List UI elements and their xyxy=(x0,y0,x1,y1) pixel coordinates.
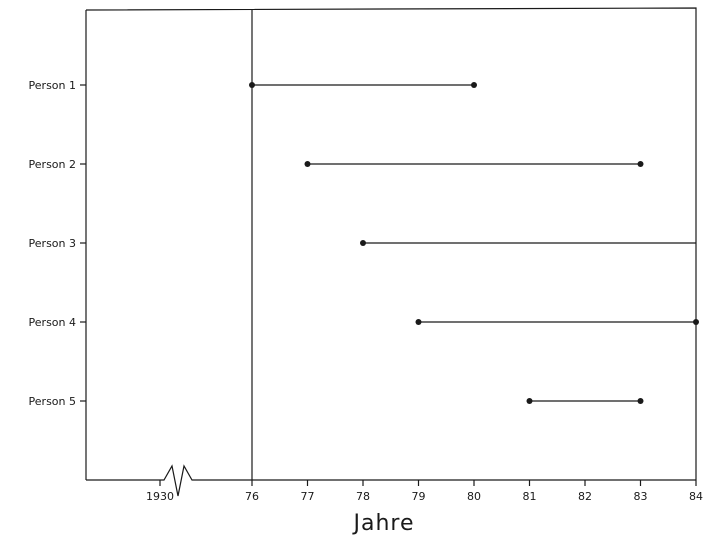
x-tick-label: 76 xyxy=(245,490,259,503)
y-tick-label: Person 2 xyxy=(29,158,76,171)
x-tick-label: 84 xyxy=(689,490,703,503)
x-tick-label: 1930 xyxy=(146,490,174,503)
interval-start-marker xyxy=(360,240,366,246)
x-tick-label: 77 xyxy=(301,490,315,503)
x-axis-label: Jahre xyxy=(351,511,414,536)
y-tick-label: Person 1 xyxy=(29,79,76,92)
interval-start-marker xyxy=(415,319,422,325)
interval-start-marker xyxy=(249,82,255,88)
x-tick-label: 79 xyxy=(412,490,426,503)
plot-frame xyxy=(85,7,697,480)
y-tick-label: Person 4 xyxy=(29,316,76,329)
interval-end-marker xyxy=(471,82,477,88)
x-tick-label: 80 xyxy=(467,490,481,503)
interval-end-marker xyxy=(637,161,644,167)
x-tick-label: 83 xyxy=(634,490,648,503)
x-tick-label: 81 xyxy=(523,490,537,503)
interval-end-marker xyxy=(693,319,699,325)
x-tick-label: 78 xyxy=(356,490,370,503)
y-tick-label: Person 5 xyxy=(29,395,76,408)
interval-start-marker xyxy=(304,161,311,167)
interval-start-marker xyxy=(526,398,533,404)
x-tick-label: 82 xyxy=(578,490,592,503)
y-tick-label: Person 3 xyxy=(29,237,76,250)
x-axis-line xyxy=(86,464,696,497)
interval-end-marker xyxy=(637,398,644,404)
